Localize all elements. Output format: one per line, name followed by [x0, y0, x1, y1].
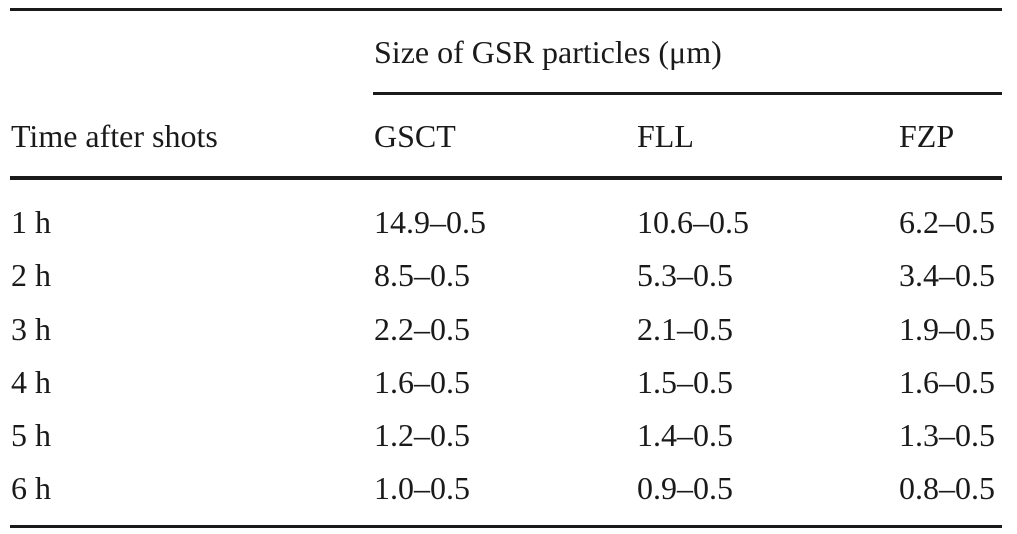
table-row: 4 h 1.6–0.5 1.5–0.5 1.6–0.5: [0, 362, 1017, 416]
bottom-rule: [10, 525, 1002, 528]
gsct-cell: 1.6–0.5: [374, 364, 470, 400]
fzp-cell: 6.2–0.5: [899, 204, 995, 240]
column-header-gsct: GSCT: [374, 118, 456, 154]
time-cell: 4 h: [11, 364, 51, 400]
fll-cell: 1.5–0.5: [637, 364, 733, 400]
fll-cell: 10.6–0.5: [637, 204, 749, 240]
fzp-cell: 1.6–0.5: [899, 364, 995, 400]
gsct-cell: 14.9–0.5: [374, 204, 486, 240]
time-cell: 2 h: [11, 257, 51, 293]
column-header-fzp: FZP: [899, 118, 955, 154]
stub-header: Time after shots: [11, 118, 218, 154]
table-row: 5 h 1.2–0.5 1.4–0.5 1.3–0.5: [0, 415, 1017, 469]
fll-cell: 5.3–0.5: [637, 257, 733, 293]
fll-cell: 2.1–0.5: [637, 311, 733, 347]
top-rule: [10, 8, 1002, 11]
gsct-cell: 8.5–0.5: [374, 257, 470, 293]
fll-cell: 1.4–0.5: [637, 417, 733, 453]
fzp-cell: 1.3–0.5: [899, 417, 995, 453]
time-cell: 5 h: [11, 417, 51, 453]
fzp-cell: 0.8–0.5: [899, 470, 995, 506]
fzp-cell: 3.4–0.5: [899, 257, 995, 293]
time-cell: 3 h: [11, 311, 51, 347]
table-row: 6 h 1.0–0.5 0.9–0.5 0.8–0.5: [0, 468, 1017, 522]
table-row: 2 h 8.5–0.5 5.3–0.5 3.4–0.5: [0, 255, 1017, 309]
group-header: Size of GSR particles (μm): [374, 34, 722, 70]
gsct-cell: 2.2–0.5: [374, 311, 470, 347]
table-row: 3 h 2.2–0.5 2.1–0.5 1.9–0.5: [0, 309, 1017, 363]
table-row: 1 h 14.9–0.5 10.6–0.5 6.2–0.5: [0, 202, 1017, 256]
fzp-cell: 1.9–0.5: [899, 311, 995, 347]
gsct-cell: 1.0–0.5: [374, 470, 470, 506]
gsct-cell: 1.2–0.5: [374, 417, 470, 453]
fll-cell: 0.9–0.5: [637, 470, 733, 506]
column-header-fll: FLL: [637, 118, 694, 154]
time-cell: 6 h: [11, 470, 51, 506]
time-cell: 1 h: [11, 204, 51, 240]
group-header-rule: [373, 92, 1002, 95]
header-rule: [10, 176, 1002, 180]
